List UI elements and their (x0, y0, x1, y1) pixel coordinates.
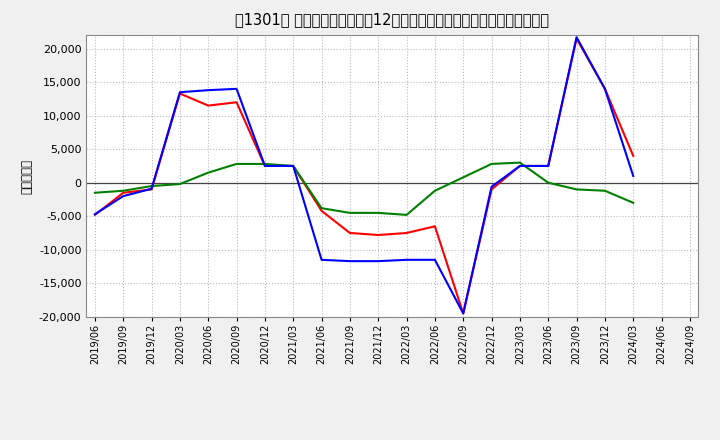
営業CF (459, 311, 467, 316)
営業CF (600, 86, 609, 92)
フリーCF (346, 259, 354, 264)
Y-axis label: （百万円）: （百万円） (20, 158, 33, 194)
投資CF (600, 188, 609, 194)
フリーCF (431, 257, 439, 262)
投資CF (204, 170, 212, 175)
営業CF (289, 163, 297, 169)
フリーCF (600, 86, 609, 92)
投資CF (148, 183, 156, 189)
フリーCF (516, 163, 524, 169)
投資CF (544, 180, 552, 185)
投資CF (261, 161, 269, 167)
Line: 営業CF: 営業CF (95, 39, 633, 313)
フリーCF (487, 184, 496, 189)
営業CF (204, 103, 212, 108)
フリーCF (544, 163, 552, 169)
営業CF (572, 36, 581, 41)
投資CF (459, 175, 467, 180)
フリーCF (261, 163, 269, 169)
投資CF (516, 160, 524, 165)
営業CF (261, 163, 269, 169)
Title: ［1301］ キャッシュフローの12か月移動合計の対前年同期増減額の推移: ［1301］ キャッシュフローの12か月移動合計の対前年同期増減額の推移 (235, 12, 549, 27)
営業CF (233, 99, 241, 105)
フリーCF (148, 186, 156, 191)
投資CF (91, 190, 99, 195)
営業CF (318, 208, 326, 213)
営業CF (346, 231, 354, 236)
投資CF (629, 200, 637, 205)
営業CF (176, 91, 184, 96)
営業CF (544, 163, 552, 169)
投資CF (289, 163, 297, 169)
投資CF (233, 161, 241, 167)
投資CF (318, 205, 326, 211)
投資CF (374, 210, 382, 216)
投資CF (572, 187, 581, 192)
営業CF (374, 232, 382, 238)
フリーCF (233, 86, 241, 92)
投資CF (487, 161, 496, 167)
営業CF (119, 190, 127, 195)
フリーCF (91, 212, 99, 217)
営業CF (148, 187, 156, 192)
投資CF (346, 210, 354, 216)
営業CF (516, 163, 524, 169)
フリーCF (318, 257, 326, 262)
Line: フリーCF: フリーCF (95, 37, 633, 313)
営業CF (91, 212, 99, 217)
フリーCF (402, 257, 411, 262)
フリーCF (572, 35, 581, 40)
フリーCF (176, 90, 184, 95)
フリーCF (289, 163, 297, 169)
営業CF (402, 231, 411, 236)
投資CF (402, 212, 411, 217)
フリーCF (629, 173, 637, 179)
営業CF (431, 224, 439, 229)
フリーCF (119, 194, 127, 199)
Line: 投資CF: 投資CF (95, 163, 633, 215)
投資CF (431, 188, 439, 194)
フリーCF (204, 88, 212, 93)
投資CF (176, 181, 184, 187)
フリーCF (374, 259, 382, 264)
投資CF (119, 188, 127, 194)
フリーCF (459, 311, 467, 316)
営業CF (629, 153, 637, 158)
営業CF (487, 187, 496, 192)
